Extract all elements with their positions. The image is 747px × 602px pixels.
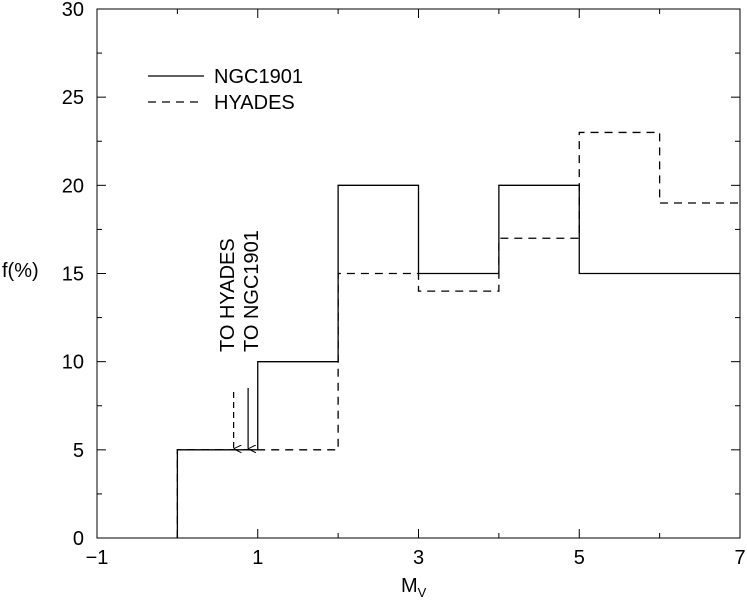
y-tick-label: 15 (62, 264, 84, 286)
x-tick-label: 5 (574, 547, 585, 569)
x-axis-label-subscript: V (418, 585, 427, 600)
y-axis-label: f(%) (2, 260, 39, 282)
x-tick-label: 1 (252, 547, 263, 569)
x-tick-label: −1 (86, 547, 109, 569)
y-tick-label: 25 (62, 87, 84, 109)
y-tick-label: 20 (62, 175, 84, 197)
series-line-hyades (176, 131, 740, 538)
y-tick-label: 5 (73, 440, 84, 462)
x-tick-label: 3 (413, 547, 424, 569)
annotations: TO HYADES TO NGC1901 (217, 230, 263, 449)
legend: NGC1901 HYADES (148, 66, 303, 114)
x-tick-label: 7 (734, 547, 745, 569)
legend-label-hyades: HYADES (214, 92, 295, 114)
x-axis-label: MV (401, 575, 427, 600)
y-tick-label: 30 (62, 0, 84, 21)
legend-label-ngc1901: NGC1901 (214, 66, 303, 88)
x-axis-label-main: M (401, 575, 418, 597)
ticks (96, 8, 741, 539)
y-tick-label: 10 (62, 352, 84, 374)
annotation-label: TO NGC1901 (241, 230, 263, 352)
series-line-ngc1901 (176, 184, 740, 538)
tick-labels: −1 1 3 5 7 0 5 10 15 20 25 30 (62, 0, 746, 569)
series-layer (176, 131, 740, 538)
y-tick-label: 0 (73, 528, 84, 550)
annotation-label: TO HYADES (217, 238, 239, 352)
